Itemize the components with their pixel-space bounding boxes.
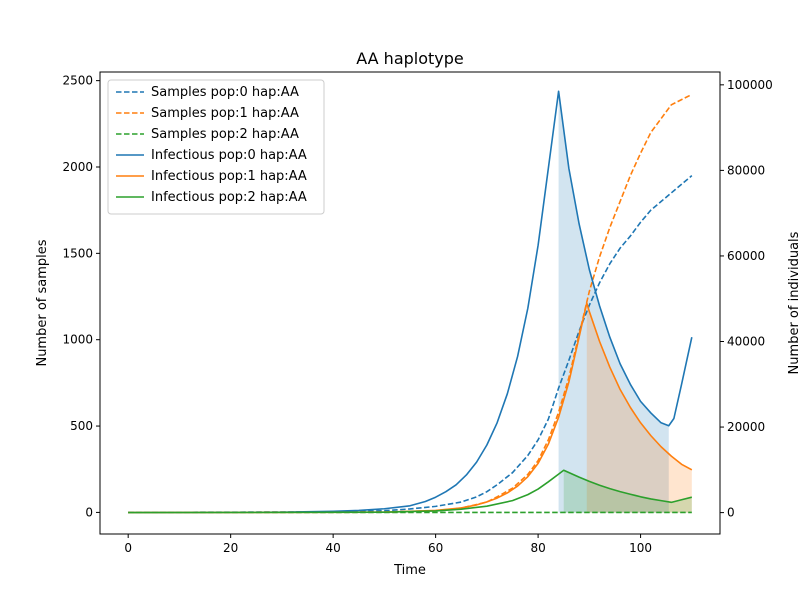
legend-label-0: Samples pop:0 hap:AA <box>151 85 299 100</box>
y2-axis-label: Number of individuals <box>787 231 800 374</box>
x-tick-label-2: 40 <box>325 541 340 555</box>
y-axis-ticks: 0 500 1000 1500 2000 2500 <box>62 74 100 519</box>
shaded-regions <box>558 91 692 513</box>
y-tick-label-2: 1000 <box>62 333 93 347</box>
legend-label-2: Samples pop:2 hap:AA <box>151 127 299 142</box>
legend: Samples pop:0 hap:AA Samples pop:1 hap:AA… <box>107 79 325 215</box>
shaded-region-0 <box>558 91 669 513</box>
y2-tick-label-1: 20000 <box>727 420 765 434</box>
y-tick-label-1: 500 <box>70 419 93 433</box>
y2-tick-label-5: 100000 <box>727 78 773 92</box>
shaded-region-2 <box>563 470 692 513</box>
series-lines <box>128 90 693 514</box>
y2-tick-label-3: 60000 <box>727 249 765 263</box>
y-tick-label-0: 0 <box>85 505 93 519</box>
y2-axis-ticks: 0 20000 40000 60000 80000 100000 <box>720 78 773 520</box>
series-line-0 <box>128 175 693 514</box>
chart-title: AA haplotype <box>356 49 464 68</box>
series-line-5 <box>128 469 693 514</box>
legend-label-4: Infectious pop:1 hap:AA <box>151 169 307 184</box>
series-line-4 <box>128 302 693 514</box>
y-tick-label-5: 2500 <box>62 74 93 88</box>
x-tick-label-5: 100 <box>629 541 652 555</box>
series-line-3 <box>128 90 693 514</box>
y-tick-label-4: 2000 <box>62 160 93 174</box>
plot-frame <box>99 71 721 535</box>
y2-tick-label-0: 0 <box>727 506 735 520</box>
legend-label-1: Samples pop:1 hap:AA <box>151 106 299 121</box>
x-tick-label-3: 60 <box>428 541 443 555</box>
legend-label-3: Infectious pop:0 hap:AA <box>151 148 307 163</box>
x-tick-label-1: 20 <box>223 541 238 555</box>
shaded-region-1 <box>586 303 692 513</box>
legend-label-5: Infectious pop:2 hap:AA <box>151 190 307 205</box>
legend-box <box>107 79 325 215</box>
x-axis-ticks: 0 20 40 60 80 100 <box>124 534 652 555</box>
y2-tick-label-4: 80000 <box>727 163 765 177</box>
y-tick-label-3: 1500 <box>62 246 93 260</box>
x-axis-label: Time <box>393 563 426 578</box>
x-tick-label-0: 0 <box>124 541 132 555</box>
y2-tick-label-2: 40000 <box>727 335 765 349</box>
y-axis-label: Number of samples <box>35 239 50 366</box>
x-tick-label-4: 80 <box>530 541 545 555</box>
